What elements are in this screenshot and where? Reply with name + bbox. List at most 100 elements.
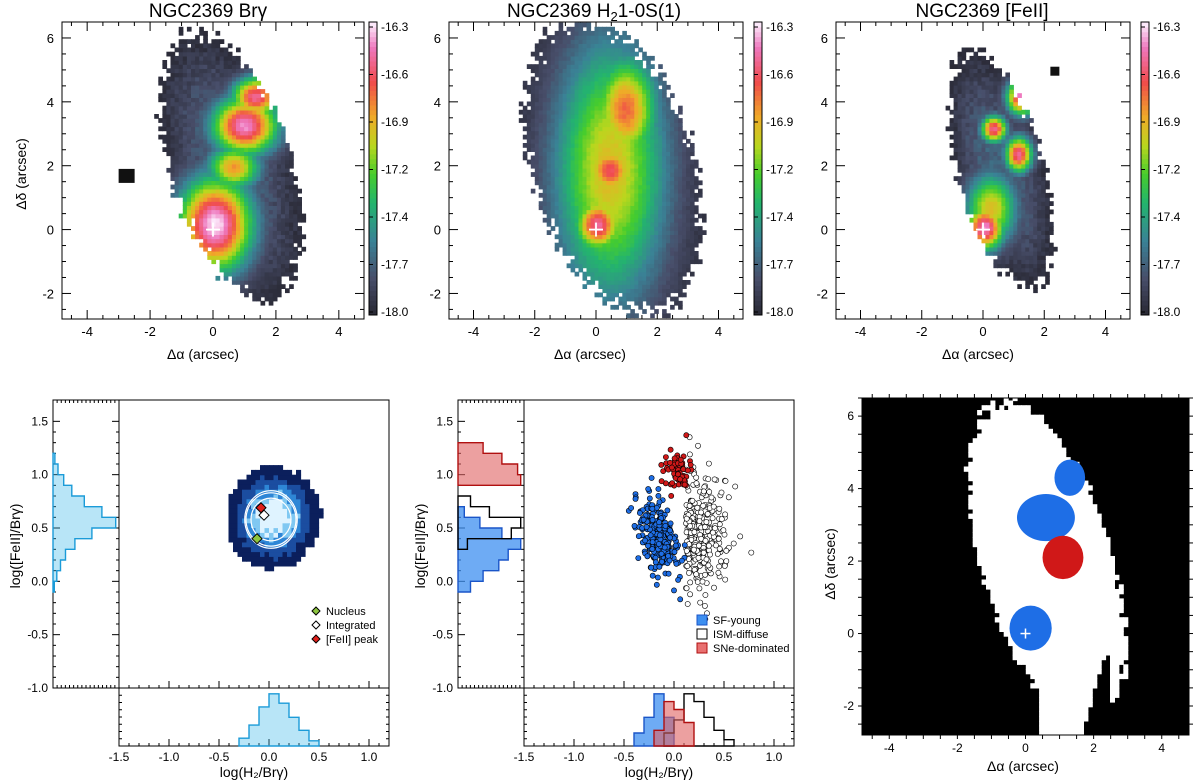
y-tick-label: -2 (42, 286, 54, 301)
feii-map: -4 -2 0 2 4 -2 0 2 4 6 (816, 21, 1131, 339)
flux-pixels (945, 47, 1058, 294)
y-tick-label: -0.5 (27, 628, 48, 642)
map-title-brgamma: NGC2369 Brγ (149, 1, 268, 22)
legend-label: SNe-dominated (713, 643, 789, 655)
y-tick-label: 0 (47, 223, 54, 238)
colorbar-tick-label: -18.0 (766, 305, 794, 319)
map-xlabel-feii: Δα (arcsec) (942, 346, 1014, 362)
x-tick-label: 4 (1158, 741, 1165, 755)
x-tick-label: -0.5 (209, 750, 230, 764)
x-tick-label: 2 (1090, 741, 1097, 755)
x-tick-label: 0.5 (311, 750, 328, 764)
x-tick-label: 0 (209, 324, 216, 339)
y-tick-label: 4 (47, 95, 54, 110)
x-tick-label: -1.0 (564, 750, 585, 764)
class-map: -4 -2 0 2 4 -2 0 2 4 6 (843, 394, 1193, 755)
density-contour (250, 497, 292, 542)
colorbar-tick-label: -16.3 (766, 20, 794, 34)
x-tick-label: 2 (654, 324, 661, 339)
colorbar-tick-label: -16.6 (381, 68, 409, 82)
y-tick-label: -2 (816, 286, 828, 301)
y-tick-label: 0 (847, 627, 854, 641)
x-tick-label: 0.0 (261, 750, 278, 764)
diagram-ylabel-left: log([FeII]/Brγ) (7, 504, 23, 589)
colorbar-tick-label: -17.2 (381, 163, 409, 177)
colorbar-feii: -16.3 -16.6 -16.9 -17.2 -17.4 -17.7 -18.0 (1140, 20, 1181, 319)
y-tick-label: -2 (429, 286, 441, 301)
map-title-h2: NGC2369 H21-0S(1) (507, 1, 681, 24)
colorbar-tick-label: -16.9 (1153, 115, 1181, 129)
x-tick-label: -1.5 (109, 750, 130, 764)
region-sf-young (1016, 494, 1075, 542)
region-sne-dominated (1042, 535, 1084, 580)
x-tick-label: 0 (979, 324, 986, 339)
x-tick-label: -1.0 (159, 750, 180, 764)
x-tick-label: -2 (144, 324, 156, 339)
legend-marker (311, 634, 321, 644)
y-tick-label: 2 (434, 159, 441, 174)
colorbar-frame (368, 21, 378, 316)
x-tick-label: 1.0 (766, 750, 783, 764)
diagram-xlabel-mid: log(H₂/Brγ) (625, 764, 693, 780)
y-histogram (457, 441, 522, 487)
x-tick-label: 0 (1022, 741, 1029, 755)
map-ylabel-brgamma: Δδ (arcsec) (13, 138, 29, 210)
x-tick-label: 4 (335, 324, 342, 339)
y-histogram (52, 452, 117, 593)
y-tick-label: -1.0 (432, 681, 453, 695)
colorbar-tick-label: -18.0 (1153, 305, 1181, 319)
y-tick-label: 2 (47, 159, 54, 174)
x-tick-label: 0.5 (716, 750, 733, 764)
y-tick-label: 1.5 (436, 414, 453, 428)
legend-label: ISM-diffuse (713, 629, 768, 641)
diagram-xlabel-left: log(H₂/Brγ) (220, 764, 288, 780)
y-tick-label: 0 (434, 223, 441, 238)
isolated-pixels (1050, 66, 1060, 76)
brgamma-map: -4 -2 0 2 4 -2 0 2 4 6 (42, 21, 365, 339)
legend-label: Nucleus (326, 606, 366, 618)
colorbar-tick-label: -17.4 (381, 210, 409, 224)
class-map-ylabel: Δδ (arcsec) (822, 528, 838, 600)
y-tick-label: 2 (847, 554, 854, 568)
x-tick-label: -0.5 (614, 750, 635, 764)
y-tick-label: 0.5 (436, 521, 453, 535)
y-histogram (457, 495, 522, 551)
colorbar-tick-label: -16.3 (381, 20, 409, 34)
x-tick-label: 4 (715, 324, 722, 339)
y-tick-label: 0.0 (436, 574, 453, 588)
density-contour (245, 492, 297, 547)
colorbar-tick-label: -16.6 (1153, 68, 1181, 82)
y-tick-label: 1.0 (31, 468, 48, 482)
colorbar-tick-label: -17.7 (766, 258, 794, 272)
colorbar-tick-label: -17.2 (1153, 163, 1181, 177)
colorbar-tick-label: -18.0 (381, 305, 409, 319)
density-diagram: -1.0 -0.5 0.0 0.5 1.0 1.5 -1.5 -1.0 -0.5 0.0 0.5 1.… (27, 399, 390, 764)
x-tick-label: 4 (1102, 324, 1109, 339)
y-tick-label: 1.5 (31, 414, 48, 428)
map-title-feii: NGC2369 [FeII] (915, 1, 1048, 22)
x-tick-label: -2 (952, 741, 963, 755)
colorbar-tick-label: -17.7 (381, 258, 409, 272)
x-tick-label: -4 (468, 324, 480, 339)
legend-marker (311, 620, 321, 630)
x-histogram (653, 700, 695, 747)
class-map-xlabel: Δα (arcsec) (987, 758, 1059, 774)
x-tick-label: -1.5 (514, 750, 535, 764)
legend-label: SF-young (713, 615, 761, 627)
y-tick-label: -0.5 (432, 628, 453, 642)
diagram-ylabel-mid: log([FeII]/Brγ) (412, 504, 428, 589)
x-tick-label: 0.0 (666, 750, 683, 764)
x-tick-label: -4 (81, 324, 93, 339)
class-diagram: -1.0 -0.5 0.0 0.5 1.0 1.5 -1.5 -1.0 -0.5 0.0 0.5 1.… (432, 399, 795, 764)
h2-map: -4 -2 0 2 4 -2 0 2 4 6 (429, 21, 744, 339)
region-sf-young (1009, 605, 1052, 651)
y-tick-label: 1.0 (436, 468, 453, 482)
y-tick-label: 6 (847, 409, 854, 423)
colorbar-tick-label: -16.3 (1153, 20, 1181, 34)
legend-swatch (696, 614, 708, 626)
point-feiipeak (255, 502, 267, 514)
colorbar-frame (1140, 21, 1150, 316)
y-tick-label: 2 (821, 159, 828, 174)
y-tick-label: 6 (821, 31, 828, 46)
series-sf-young (625, 475, 688, 603)
